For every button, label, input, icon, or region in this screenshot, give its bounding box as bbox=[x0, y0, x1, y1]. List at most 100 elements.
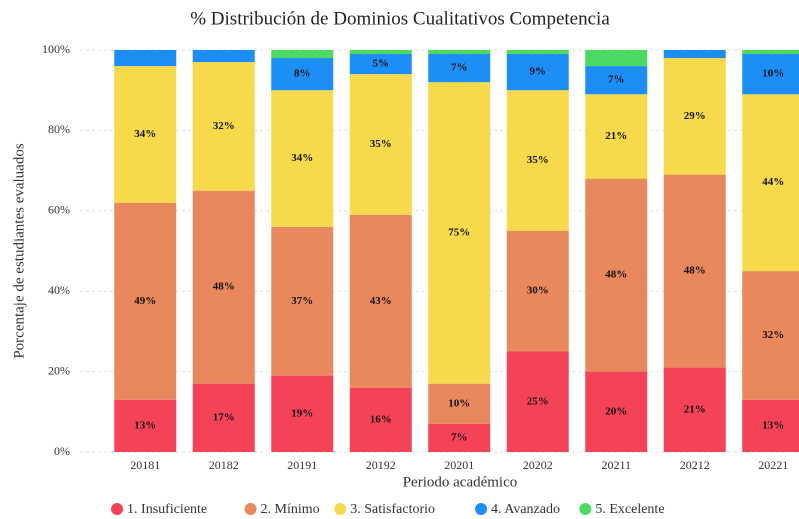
data-label: 7% bbox=[451, 431, 468, 443]
bar-segment bbox=[192, 62, 255, 191]
y-tick-label: 100% bbox=[42, 42, 70, 56]
bar-segment bbox=[349, 50, 412, 55]
data-label: 30% bbox=[527, 285, 549, 297]
bar-segment bbox=[349, 214, 412, 388]
bar-segment bbox=[585, 178, 648, 372]
bar-segment bbox=[663, 174, 726, 368]
x-tick-label: 20212 bbox=[680, 458, 710, 472]
data-label: 17% bbox=[213, 411, 235, 423]
data-label: 25% bbox=[527, 395, 549, 407]
legend-marker bbox=[579, 503, 592, 515]
bar-segment bbox=[585, 371, 648, 452]
bar-segment bbox=[114, 50, 177, 67]
data-label: 43% bbox=[370, 295, 392, 307]
x-tick-label: 20182 bbox=[209, 458, 239, 472]
bar-segment bbox=[506, 351, 569, 452]
y-tick-label: 20% bbox=[48, 363, 70, 377]
bar-segment bbox=[506, 230, 569, 352]
data-label: 49% bbox=[134, 295, 156, 307]
bar-segment bbox=[742, 399, 799, 452]
bar-segment bbox=[506, 50, 569, 55]
bar-segment bbox=[271, 50, 334, 59]
x-tick-label: 20192 bbox=[366, 458, 396, 472]
bar-segment bbox=[428, 383, 491, 424]
legend-marker bbox=[111, 503, 124, 515]
x-tick-label: 20201 bbox=[444, 458, 474, 472]
bar-segment bbox=[192, 383, 255, 452]
bar-segment bbox=[742, 54, 799, 95]
bar-segment bbox=[506, 54, 569, 91]
legend: 1. Insuficiente 2. Mínimo 3. Satisfactorio… bbox=[111, 502, 665, 517]
x-tick-label: 20221 bbox=[758, 458, 788, 472]
x-tick-label: 20202 bbox=[523, 458, 553, 472]
y-tick-label: 80% bbox=[48, 122, 70, 136]
legend-label: 2. Mínimo bbox=[261, 502, 320, 517]
y-tick-label: 60% bbox=[48, 203, 70, 217]
data-label: 21% bbox=[605, 130, 627, 142]
bar-segment bbox=[192, 190, 255, 384]
bar-segment bbox=[742, 50, 799, 55]
data-label: 5% bbox=[373, 58, 390, 70]
data-label: 13% bbox=[134, 419, 156, 431]
data-label: 10% bbox=[762, 68, 784, 80]
data-label: 16% bbox=[370, 413, 392, 425]
data-label: 9% bbox=[530, 66, 547, 78]
data-label: 7% bbox=[451, 62, 468, 74]
data-label: 44% bbox=[762, 176, 784, 188]
data-label: 10% bbox=[448, 397, 470, 409]
bar-segment bbox=[114, 66, 177, 203]
x-tick-label: 20211 bbox=[601, 458, 631, 472]
bar-segment bbox=[349, 54, 412, 75]
bar-segment bbox=[192, 50, 255, 63]
bar-segment bbox=[742, 94, 799, 272]
bar-segment bbox=[271, 375, 334, 452]
bar-segment bbox=[428, 54, 491, 83]
data-label: 34% bbox=[291, 152, 313, 164]
data-label: 75% bbox=[448, 226, 470, 238]
bar-segment bbox=[271, 226, 334, 376]
data-label: 35% bbox=[370, 138, 392, 150]
data-label: 13% bbox=[762, 419, 784, 431]
data-label: 19% bbox=[291, 407, 313, 419]
bar-segment bbox=[114, 202, 177, 400]
data-label: 48% bbox=[684, 265, 706, 277]
bar-segment bbox=[663, 367, 726, 452]
bar-segment bbox=[114, 399, 177, 452]
bar-segment bbox=[585, 94, 648, 179]
bar-segment bbox=[663, 50, 726, 59]
legend-label: 5. Excelente bbox=[595, 502, 664, 517]
data-label: 34% bbox=[134, 128, 156, 140]
bar-segment bbox=[506, 90, 569, 231]
data-label: 48% bbox=[213, 281, 235, 293]
bar-segment bbox=[271, 90, 334, 227]
bar-segment bbox=[428, 50, 491, 55]
data-label: 29% bbox=[684, 110, 706, 122]
bar-segment bbox=[428, 82, 491, 384]
bar-segment bbox=[428, 423, 491, 452]
legend-marker bbox=[475, 503, 488, 515]
bar-segment bbox=[585, 50, 648, 67]
bar-segment bbox=[663, 58, 726, 175]
y-tick-label: 40% bbox=[48, 283, 70, 297]
legend-label: 3. Satisfactorio bbox=[350, 502, 435, 517]
x-axis-title: Periodo académico bbox=[403, 474, 518, 490]
data-label: 32% bbox=[213, 120, 235, 132]
legend-label: 4. Avanzado bbox=[491, 502, 560, 517]
bar-segment bbox=[349, 74, 412, 215]
bar-segment bbox=[585, 66, 648, 95]
data-label: 32% bbox=[762, 329, 784, 341]
data-label: 21% bbox=[684, 403, 706, 415]
data-label: 48% bbox=[605, 269, 627, 281]
data-label: 7% bbox=[608, 74, 625, 86]
x-tick-label: 20191 bbox=[287, 458, 317, 472]
x-tick-label: 20181 bbox=[130, 458, 160, 472]
data-label: 8% bbox=[294, 68, 311, 80]
data-label: 37% bbox=[291, 295, 313, 307]
legend-marker bbox=[244, 503, 257, 515]
y-axis-title: Porcentaje de estudiantes evaluados bbox=[11, 143, 27, 359]
bar-segment bbox=[742, 271, 799, 400]
y-tick-label: 0% bbox=[54, 444, 70, 458]
data-label: 35% bbox=[527, 154, 549, 166]
bar-segment bbox=[349, 387, 412, 452]
